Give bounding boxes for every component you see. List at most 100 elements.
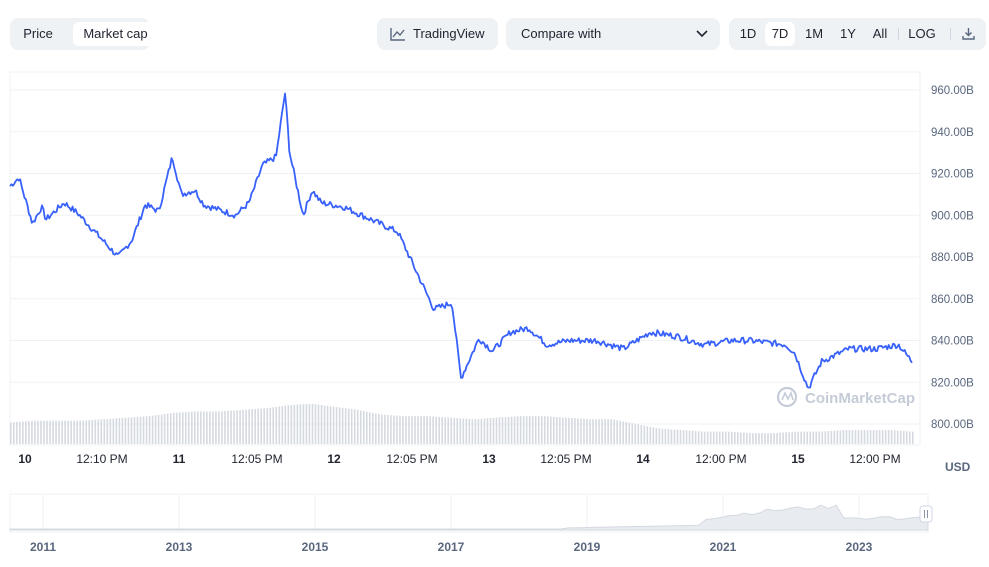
coinmarketcap-watermark: CoinMarketCap	[776, 386, 915, 408]
volume-bar	[715, 431, 718, 444]
volume-bar	[866, 430, 869, 444]
range-1d[interactable]: 1D	[739, 26, 757, 41]
range-1m[interactable]: 1M	[804, 26, 824, 41]
volume-bar	[589, 419, 591, 444]
volume-bar	[743, 432, 745, 444]
volume-bar	[266, 408, 269, 444]
volume-bar	[251, 409, 253, 444]
volume-bar	[912, 431, 914, 444]
volume-bar	[779, 432, 781, 444]
market-cap-tab[interactable]: Market cap	[73, 22, 158, 46]
volume-bar	[637, 424, 640, 444]
chart-line-icon	[390, 28, 405, 41]
volume-bar	[163, 414, 166, 444]
volume-bar	[281, 406, 284, 444]
volume-bar	[562, 417, 564, 444]
volume-bar	[577, 418, 579, 444]
x-tick-label: 14	[636, 452, 650, 466]
y-tick-label: 880.00B	[931, 252, 974, 264]
tradingview-button[interactable]: TradingView	[377, 18, 498, 50]
volume-bar	[643, 425, 646, 444]
compare-with-select[interactable]: Compare with	[506, 18, 720, 50]
volume-bar	[700, 431, 703, 444]
volume-bar	[818, 431, 821, 444]
volume-bar	[61, 420, 63, 444]
volume-bar	[227, 410, 229, 444]
volume-bar	[697, 431, 700, 444]
volume-bar	[311, 403, 314, 444]
volume-bar	[212, 411, 214, 444]
volume-bar	[580, 418, 582, 444]
volume-bar	[565, 417, 567, 444]
volume-bar	[435, 416, 437, 444]
volume-bar	[571, 418, 573, 444]
volume-bar	[242, 409, 244, 444]
volume-bar	[495, 417, 498, 444]
range-7d[interactable]: 7D	[765, 22, 795, 46]
volume-bar	[19, 421, 21, 444]
volume-bar	[498, 417, 501, 444]
volume-bar	[812, 431, 815, 444]
volume-bar	[76, 420, 78, 444]
volume-bar	[531, 416, 534, 444]
y-tick-label: 920.00B	[931, 169, 974, 181]
volume-bar	[727, 431, 730, 444]
volume-bar	[706, 431, 709, 444]
y-tick-label: 820.00B	[931, 377, 974, 389]
volume-bar	[703, 431, 706, 444]
volume-bar	[631, 423, 634, 444]
volume-bar	[37, 420, 39, 444]
volume-bar	[393, 415, 395, 444]
volume-bar	[302, 404, 305, 444]
volume-bar	[387, 415, 389, 444]
volume-bar	[194, 411, 196, 444]
volume-bar	[263, 408, 266, 444]
volume-bar	[85, 420, 88, 444]
volume-bar	[513, 416, 516, 444]
volume-bar	[284, 405, 287, 444]
volume-bar	[148, 416, 151, 444]
volume-bar	[22, 421, 24, 444]
volume-bar	[468, 418, 471, 444]
volume-bar	[82, 420, 85, 444]
log-toggle[interactable]: LOG	[908, 26, 936, 41]
volume-bar	[830, 430, 833, 444]
volume-bar	[492, 417, 495, 444]
price-tab[interactable]: Price	[23, 26, 53, 41]
volume-bar	[245, 409, 247, 444]
volume-bar	[869, 430, 872, 444]
volume-bar	[70, 420, 72, 444]
volume-bar	[616, 420, 618, 444]
navigator-year-label: 2015	[302, 540, 329, 554]
volume-bar	[181, 412, 184, 444]
volume-bar	[634, 423, 637, 444]
volume-bar	[501, 417, 504, 444]
y-tick-label: 860.00B	[931, 294, 974, 306]
volume-bar	[127, 417, 130, 444]
volume-bar	[453, 417, 456, 444]
volume-bar	[800, 431, 802, 444]
volume-bar	[326, 405, 329, 444]
navigator-year-label: 2023	[846, 540, 873, 554]
download-button[interactable]	[955, 22, 981, 46]
volume-bar	[851, 430, 854, 444]
volume-bar	[712, 431, 715, 444]
range-all[interactable]: All	[872, 26, 888, 41]
volume-bar	[139, 416, 142, 444]
volume-bar	[604, 419, 606, 444]
volume-bar	[899, 430, 902, 444]
volume-bar	[218, 411, 220, 444]
volume-bar	[640, 425, 643, 444]
volume-bar	[682, 430, 685, 444]
volume-bar	[248, 409, 250, 444]
volume-bar	[372, 412, 374, 444]
volume-bar	[737, 432, 739, 444]
volume-bar	[797, 431, 799, 444]
range-1y[interactable]: 1Y	[840, 26, 856, 41]
volume-bar	[685, 430, 688, 444]
volume-bar	[655, 428, 658, 444]
volume-bar	[405, 416, 407, 444]
volume-bar	[441, 417, 443, 444]
x-tick-label: 12:00 PM	[849, 452, 900, 466]
volume-bar	[272, 407, 275, 444]
